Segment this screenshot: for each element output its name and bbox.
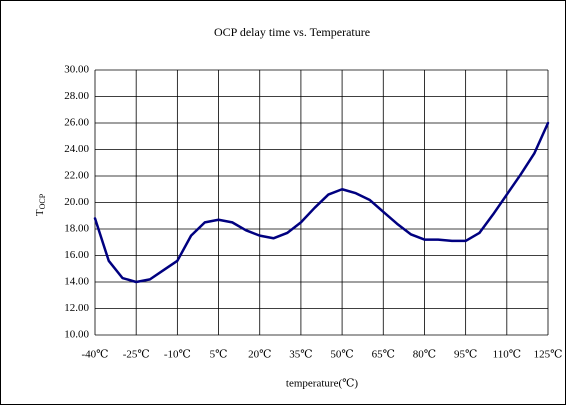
y-tick-label: 20.00 xyxy=(64,196,89,208)
x-tick-label: 65℃ xyxy=(372,349,395,361)
y-axis-label-main: T xyxy=(34,209,46,216)
y-tick-label: 22.00 xyxy=(64,170,89,182)
x-tick-label: 95℃ xyxy=(454,349,477,361)
x-tick-label: 35℃ xyxy=(289,349,312,361)
y-tick-label: 12.00 xyxy=(64,302,89,314)
x-tick-label: -40℃ xyxy=(82,349,109,361)
x-tick-label: 50℃ xyxy=(330,349,353,361)
y-axis-label: TOCP xyxy=(34,193,47,216)
x-tick-label: 80℃ xyxy=(413,349,436,361)
x-tick-label: 20℃ xyxy=(248,349,271,361)
y-tick-label: 28.00 xyxy=(64,90,89,102)
y-tick-label: 16.00 xyxy=(64,249,89,261)
y-tick-label: 26.00 xyxy=(64,117,89,129)
x-tick-label: 125℃ xyxy=(534,349,563,361)
y-tick-label: 10.00 xyxy=(64,329,89,341)
y-tick-label: 14.00 xyxy=(64,276,89,288)
y-tick-label: 18.00 xyxy=(64,223,89,235)
chart-title: OCP delay time vs. Temperature xyxy=(214,25,370,39)
y-tick-label: 30.00 xyxy=(64,64,89,76)
x-tick-label: 5℃ xyxy=(210,349,228,361)
x-tick-label: -25℃ xyxy=(123,349,150,361)
x-tick-label: -10℃ xyxy=(164,349,191,361)
x-tick-label: 110℃ xyxy=(493,349,521,361)
y-tick-label: 24.00 xyxy=(64,143,89,155)
y-axis-label-sub: OCP xyxy=(38,193,47,209)
data-line xyxy=(93,121,550,284)
x-axis-label: temperature(℃) xyxy=(286,378,358,390)
